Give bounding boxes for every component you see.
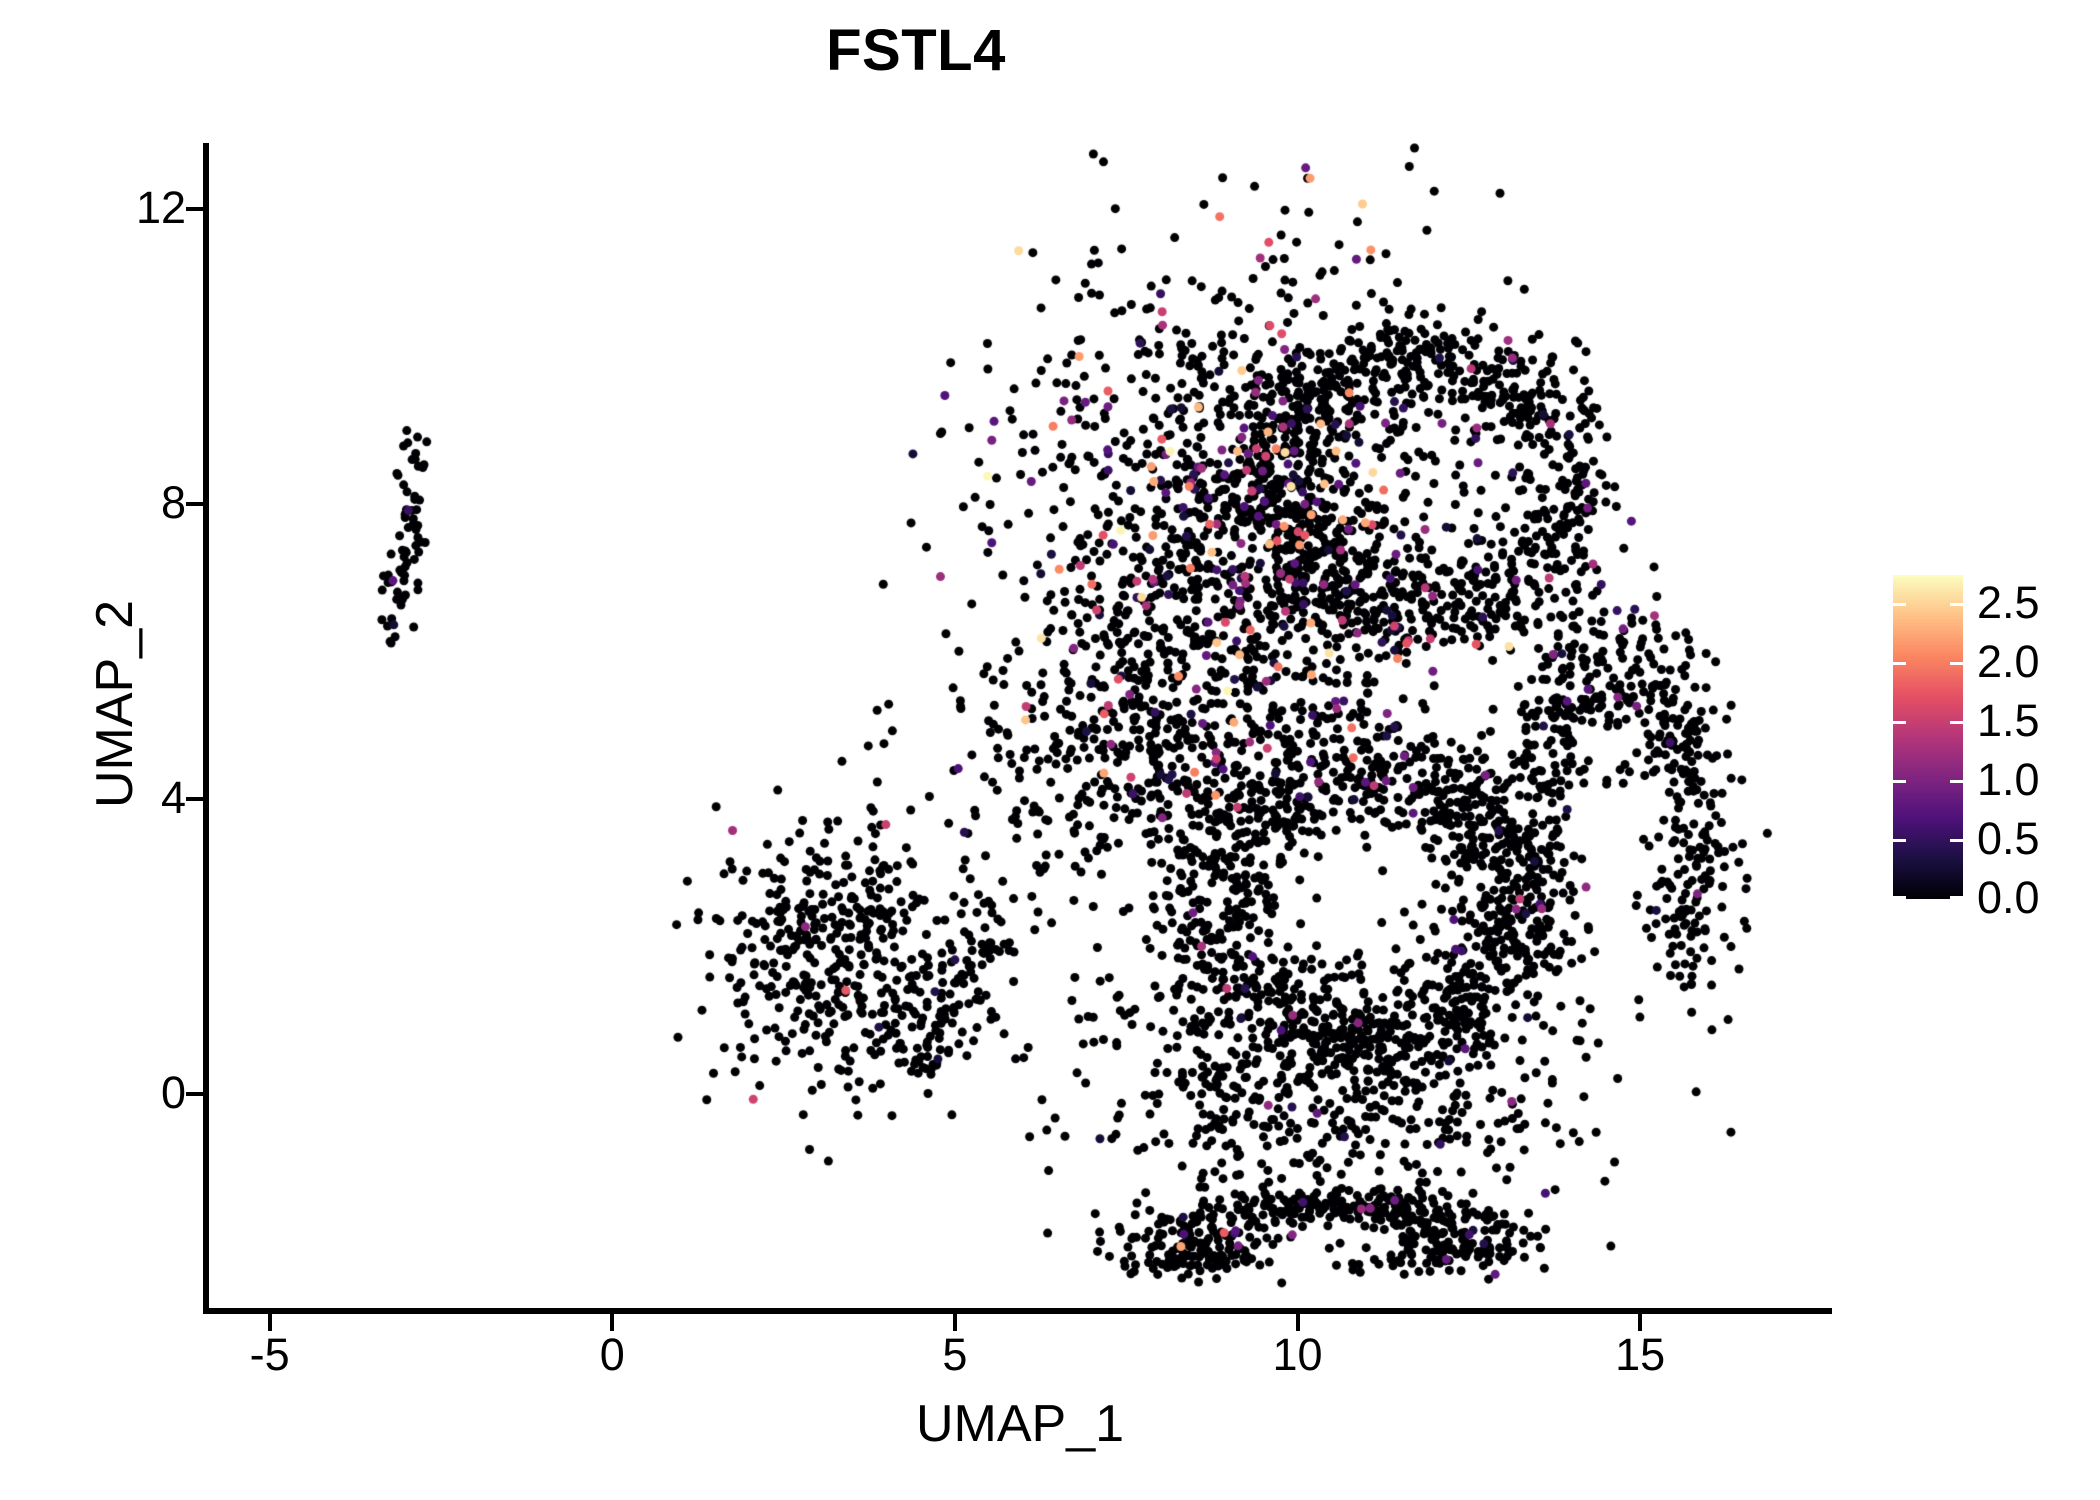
x-tick-mark [1295, 1314, 1300, 1331]
colorbar-canvas [1893, 575, 1963, 899]
y-tick-mark [186, 1092, 203, 1097]
colorbar-tick-label: 2.0 [1977, 636, 2040, 688]
colorbar-tick-label: 2.5 [1977, 577, 2040, 629]
y-tick-mark [186, 502, 203, 507]
x-axis-line [203, 1308, 1832, 1314]
colorbar-tick-mark [1950, 721, 1963, 725]
x-tick-label: 5 [942, 1329, 968, 1380]
colorbar-tick-mark [1893, 839, 1906, 843]
x-tick-mark [610, 1314, 615, 1331]
x-tick-label: 15 [1615, 1329, 1666, 1380]
colorbar-tick-mark [1893, 721, 1906, 725]
scatter-plot-panel [208, 143, 1832, 1308]
colorbar-tick-mark [1950, 662, 1963, 666]
y-tick-mark [186, 207, 203, 212]
colorbar-tick-mark [1893, 662, 1906, 666]
y-tick-label: 4 [160, 772, 186, 824]
x-axis-title: UMAP_1 [915, 1395, 1125, 1453]
x-tick-mark [952, 1314, 957, 1331]
y-tick-label: 12 [135, 182, 186, 234]
x-tick-mark [267, 1314, 272, 1331]
colorbar-tick-label: 0.0 [1977, 872, 2040, 923]
page-title: FSTL4 [826, 18, 1006, 83]
x-tick-label: 10 [1272, 1329, 1323, 1380]
y-axis-line [203, 143, 209, 1311]
colorbar-tick-mark [1950, 780, 1963, 784]
y-tick-label: 0 [160, 1067, 186, 1119]
y-tick-label: 8 [160, 477, 186, 529]
y-tick-mark [186, 797, 203, 802]
colorbar-gradient [1893, 575, 1963, 899]
colorbar-tick-mark [1950, 603, 1963, 607]
colorbar-legend: 2.5 2.0 1.5 1.0 0.5 0.0 [1893, 575, 2083, 920]
umap-scatter-points [208, 143, 1832, 1308]
colorbar-tick-label: 1.0 [1977, 754, 2040, 806]
colorbar-tick-mark [1893, 780, 1906, 784]
colorbar-tick-mark [1893, 603, 1906, 607]
colorbar-tick-mark [1893, 896, 1906, 899]
colorbar-tick-mark [1950, 839, 1963, 843]
colorbar-tick-label: 0.5 [1977, 813, 2040, 865]
x-tick-label: 0 [599, 1329, 625, 1380]
x-tick-label: -5 [249, 1329, 290, 1380]
x-tick-mark [1638, 1314, 1643, 1331]
colorbar-tick-label: 1.5 [1977, 695, 2040, 747]
y-axis-title: UMAP_2 [86, 599, 144, 809]
colorbar-tick-mark [1950, 896, 1963, 899]
